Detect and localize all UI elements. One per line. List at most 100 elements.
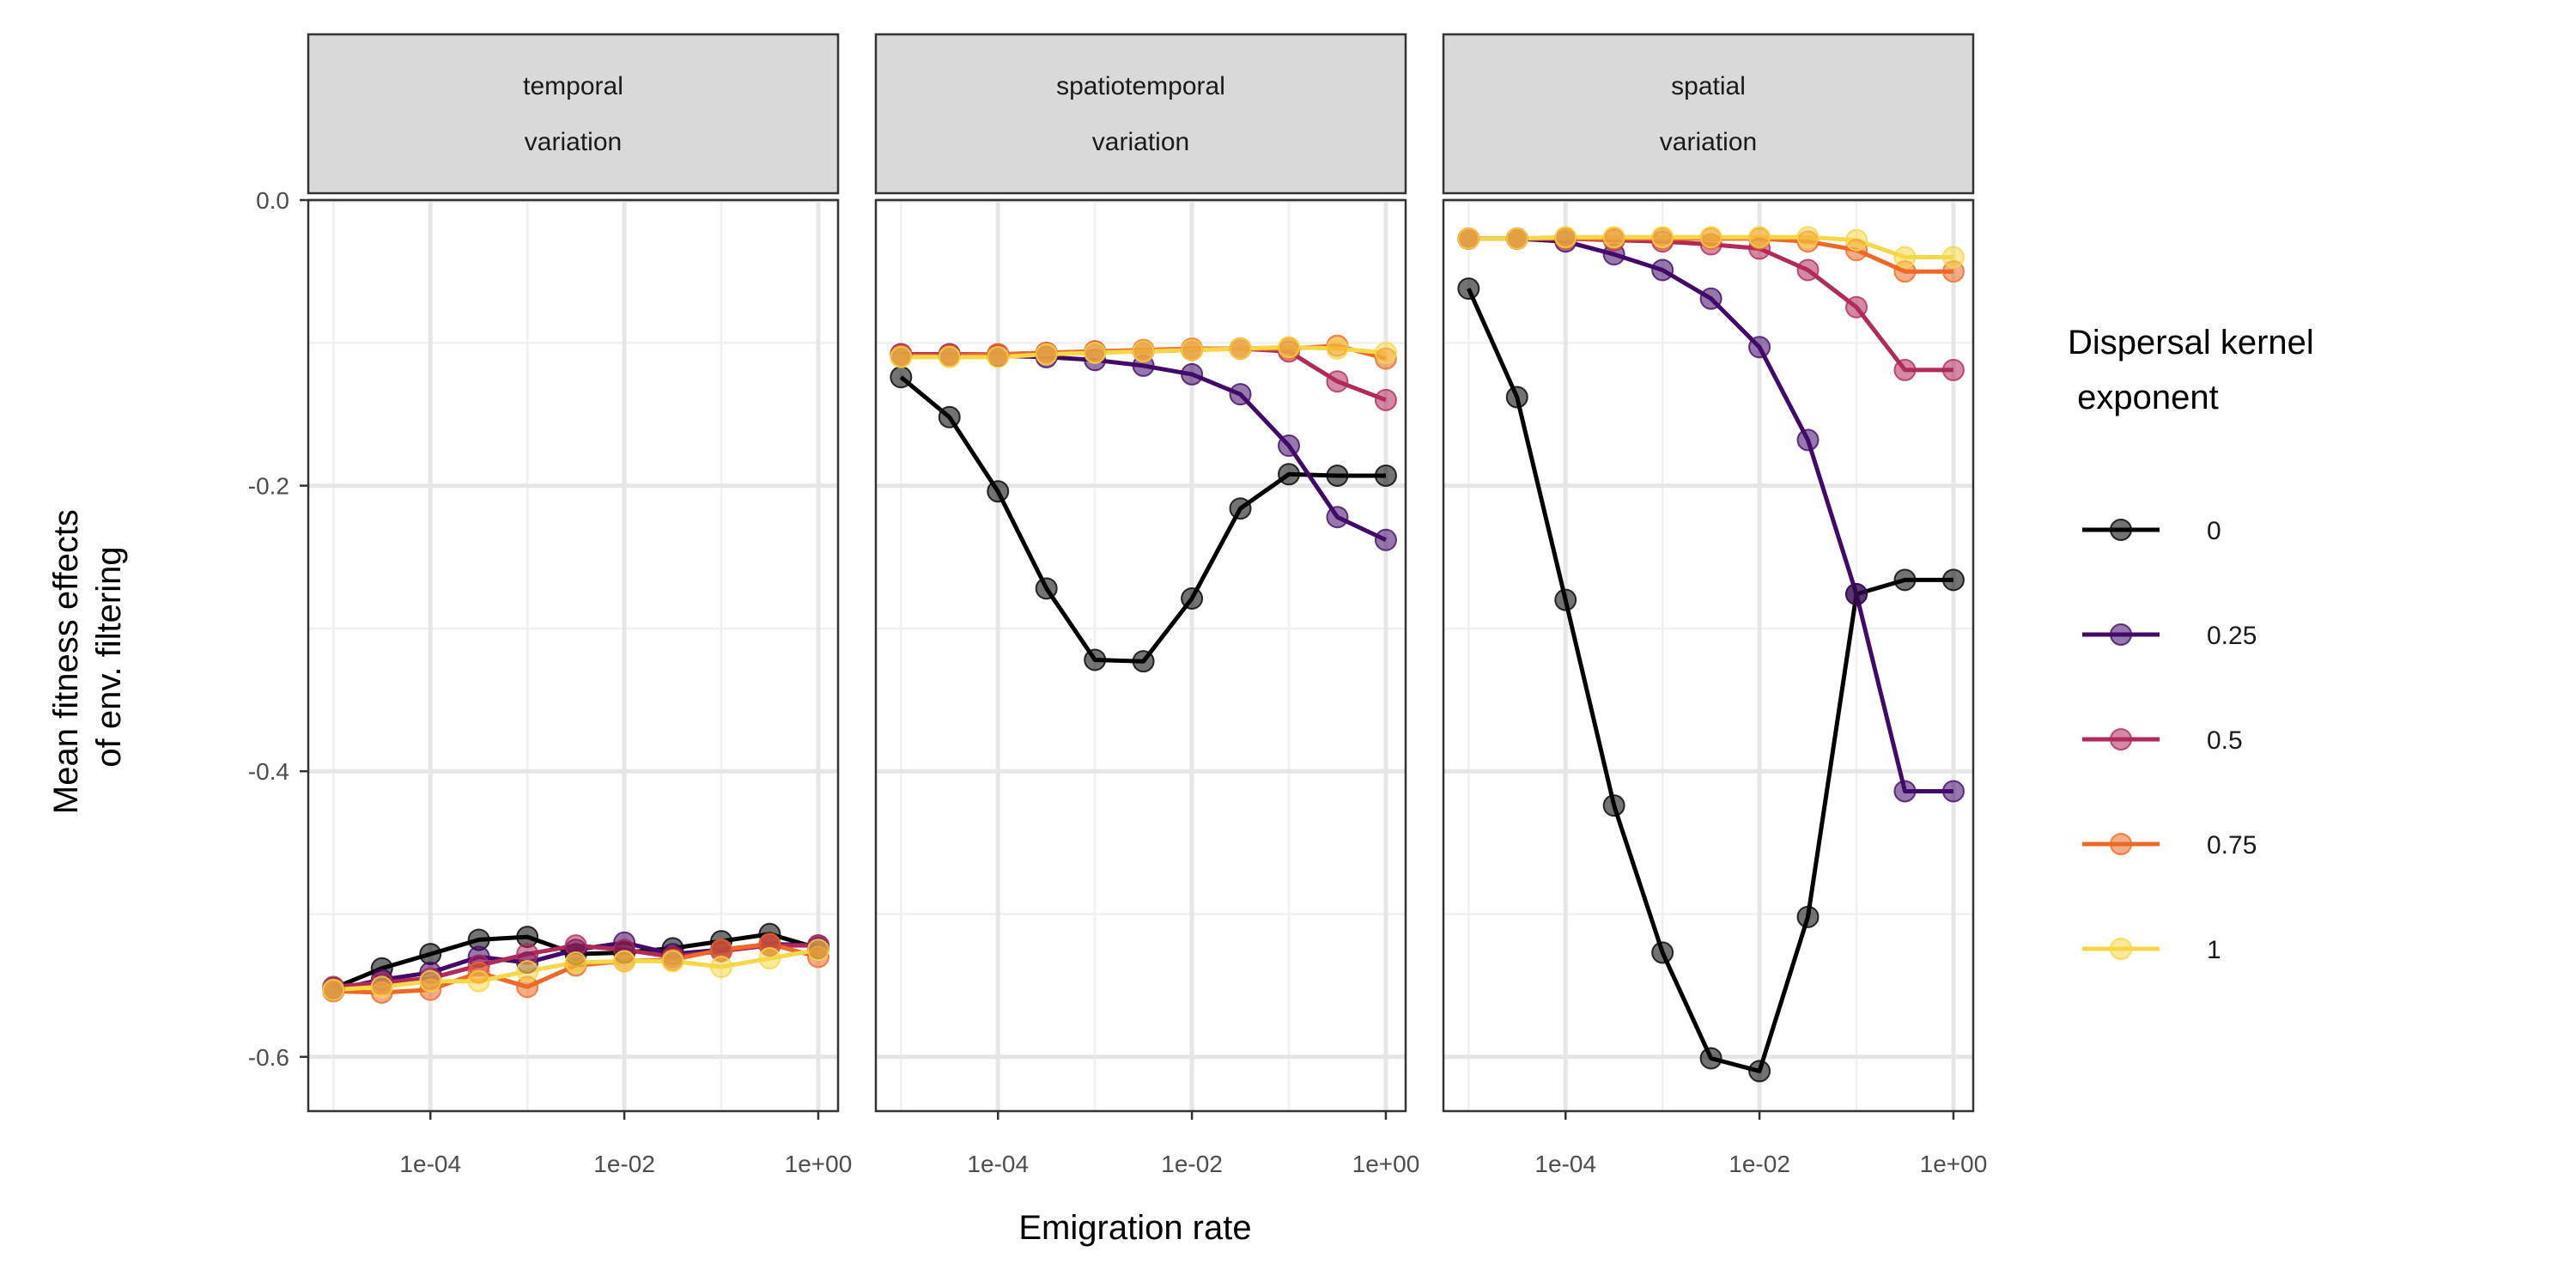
legend-key-point xyxy=(2110,728,2132,750)
data-point-0 xyxy=(1229,497,1252,520)
y-axis-title-line-1: Mean fitness effects xyxy=(47,509,85,814)
data-point-0.25 xyxy=(1651,258,1674,282)
data-point-0.25 xyxy=(1893,780,1917,803)
y-axis-title: Mean fitness effects of env. filtering xyxy=(47,500,128,814)
data-point-0 xyxy=(1035,577,1058,600)
data-point-0 xyxy=(1374,464,1397,487)
x-tick-label: 1e-02 xyxy=(1161,1151,1223,1177)
data-point-1 xyxy=(1229,337,1252,360)
data-point-0 xyxy=(890,366,913,389)
x-tick-label: 1e-04 xyxy=(399,1151,461,1177)
data-point-0 xyxy=(1084,648,1107,671)
data-point-1 xyxy=(661,950,684,973)
panel-strip-title: spatiotemporal variation xyxy=(1056,72,1225,156)
data-point-0 xyxy=(1748,1060,1771,1083)
panel-border xyxy=(1442,198,1975,1113)
y-tick-label: 0.0 xyxy=(256,187,289,214)
data-point-1 xyxy=(1132,340,1155,363)
data-point-0.5 xyxy=(1941,358,1965,381)
y-axis: 0.0 -0.2 -0.4 -0.6 xyxy=(248,187,308,1071)
data-point-0.5 xyxy=(1845,295,1868,319)
data-point-1 xyxy=(938,345,961,368)
data-point-1 xyxy=(1035,343,1058,366)
x-tick-label: 1e-04 xyxy=(1534,1151,1596,1177)
data-point-1 xyxy=(1893,246,1917,269)
data-point-0 xyxy=(1796,905,1820,928)
panel-strip-title-line: variation xyxy=(525,128,622,156)
data-point-1 xyxy=(613,950,636,973)
x-tick-label: 1e+00 xyxy=(1352,1151,1420,1177)
data-point-1 xyxy=(987,345,1010,368)
panel-strip-title: spatial variation xyxy=(1660,72,1757,156)
data-point-1 xyxy=(1505,227,1528,250)
legend-label: 0 xyxy=(2207,517,2221,545)
legend-key-point xyxy=(2110,623,2132,646)
data-point-0.5 xyxy=(1796,258,1820,282)
data-point-0 xyxy=(1893,568,1917,592)
x-axis-title: Emigration rate xyxy=(1018,1209,1251,1247)
panel-3: spatial variation 1e-04 1e-02 1e+00 xyxy=(1442,33,1988,1177)
data-point-0.25 xyxy=(1278,434,1301,458)
panel-strip-title: temporal variation xyxy=(523,72,623,156)
data-point-1 xyxy=(890,345,913,368)
data-point-0 xyxy=(419,943,442,966)
panel-border xyxy=(307,198,840,1113)
y-tick-label: -0.6 xyxy=(248,1044,289,1071)
y-axis-title-line-2: of env. filtering xyxy=(90,546,128,767)
legend-key-point xyxy=(2110,938,2132,960)
x-tick-label: 1e-04 xyxy=(967,1151,1029,1177)
panel-strip-title-line: variation xyxy=(1092,128,1189,156)
legend-title-line-2: exponent xyxy=(2068,379,2219,416)
data-point-1 xyxy=(1602,226,1625,249)
data-point-1 xyxy=(1941,246,1965,269)
panel-strip xyxy=(874,33,1407,195)
panel-strip-title-line: temporal xyxy=(523,72,623,100)
data-point-0.5 xyxy=(1374,388,1397,411)
data-point-0 xyxy=(1132,650,1155,673)
data-point-1 xyxy=(758,947,781,970)
data-point-0.5 xyxy=(1893,358,1917,381)
y-tick-label: -0.2 xyxy=(248,473,289,500)
data-point-0 xyxy=(987,480,1010,503)
legend-label: 1 xyxy=(2207,936,2221,964)
data-point-0 xyxy=(1941,568,1965,592)
legend-item-0.5: 0.5 xyxy=(2082,726,2243,755)
data-point-0.25 xyxy=(1845,582,1868,605)
x-tick-label: 1e+00 xyxy=(1920,1151,1988,1177)
data-point-1 xyxy=(467,969,490,993)
data-point-0.25 xyxy=(1699,287,1722,310)
data-point-0.25 xyxy=(1796,428,1820,452)
data-point-1 xyxy=(1278,336,1301,359)
data-point-0 xyxy=(1457,277,1480,301)
data-point-0.5 xyxy=(1326,370,1349,393)
data-point-1 xyxy=(1796,226,1820,249)
legend-item-0: 0 xyxy=(2082,517,2221,545)
legend-title: Dispersal kernel exponent xyxy=(2068,324,2324,416)
data-point-0 xyxy=(938,405,961,428)
panel-strip xyxy=(307,33,840,195)
data-point-1 xyxy=(1748,226,1771,249)
data-point-1 xyxy=(516,960,539,983)
data-point-1 xyxy=(1084,341,1107,364)
data-point-0 xyxy=(1651,941,1674,964)
legend-item-1: 1 xyxy=(2082,936,2221,964)
legend-key-point xyxy=(2110,833,2132,855)
data-point-1 xyxy=(564,951,587,975)
data-point-0 xyxy=(1554,588,1577,611)
data-point-1 xyxy=(1374,341,1397,364)
panel-2: spatiotemporal variation 1e-04 1e-02 1e+00 xyxy=(874,33,1420,1177)
legend-key-point xyxy=(2110,519,2132,541)
data-point-1 xyxy=(1326,337,1349,360)
panel-strip xyxy=(1442,33,1975,195)
y-tick-label: -0.4 xyxy=(248,758,289,785)
data-point-1 xyxy=(1457,227,1480,250)
data-point-1 xyxy=(1554,226,1577,249)
x-tick-label: 1e-02 xyxy=(593,1151,655,1177)
data-point-1 xyxy=(1181,338,1204,361)
legend-label: 0.5 xyxy=(2207,726,2243,755)
panel-1: temporal variation 1e-04 1e-02 1e+00 xyxy=(307,33,852,1177)
data-point-0.25 xyxy=(1326,506,1349,529)
data-point-0.25 xyxy=(1941,780,1965,803)
data-point-0 xyxy=(1602,794,1625,817)
data-point-0 xyxy=(1326,464,1349,487)
